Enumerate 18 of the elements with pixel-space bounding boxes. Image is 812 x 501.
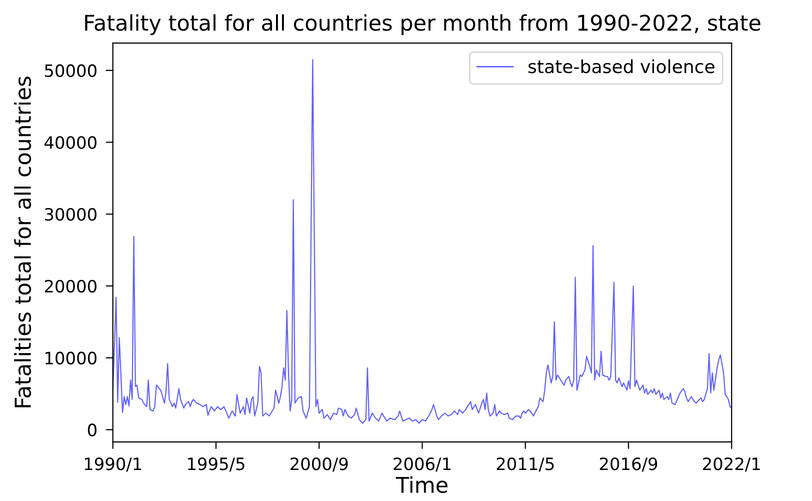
x-tick-label: 2016/9	[600, 457, 658, 472]
y-tick-label: 50000	[44, 64, 96, 78]
x-tick-label: 2006/1	[394, 457, 450, 472]
x-tick-label: 2000/9	[290, 457, 348, 472]
line-series	[112, 59, 732, 424]
x-tick-label: 1990/1	[84, 457, 142, 472]
y-axis-title: Fatalities total for all countries	[14, 76, 32, 408]
y-tick-label: 30000	[44, 208, 96, 221]
x-tick-label: 1995/5	[188, 457, 244, 472]
x-tick-label: 2022/1	[703, 457, 760, 472]
y-tick-label: 10000	[46, 352, 96, 364]
y-tick-label: 40000	[44, 136, 96, 149]
y-tick-label: 0	[88, 424, 96, 436]
x-axis-title: Time	[396, 476, 448, 493]
x-tick-label: 2011/5	[496, 457, 554, 472]
chart-title: Fatality total for all countries per month from 1990-2022, state	[85, 14, 760, 36]
legend-label: state-based violence	[528, 59, 714, 74]
y-tick-label: 20000	[44, 280, 96, 293]
